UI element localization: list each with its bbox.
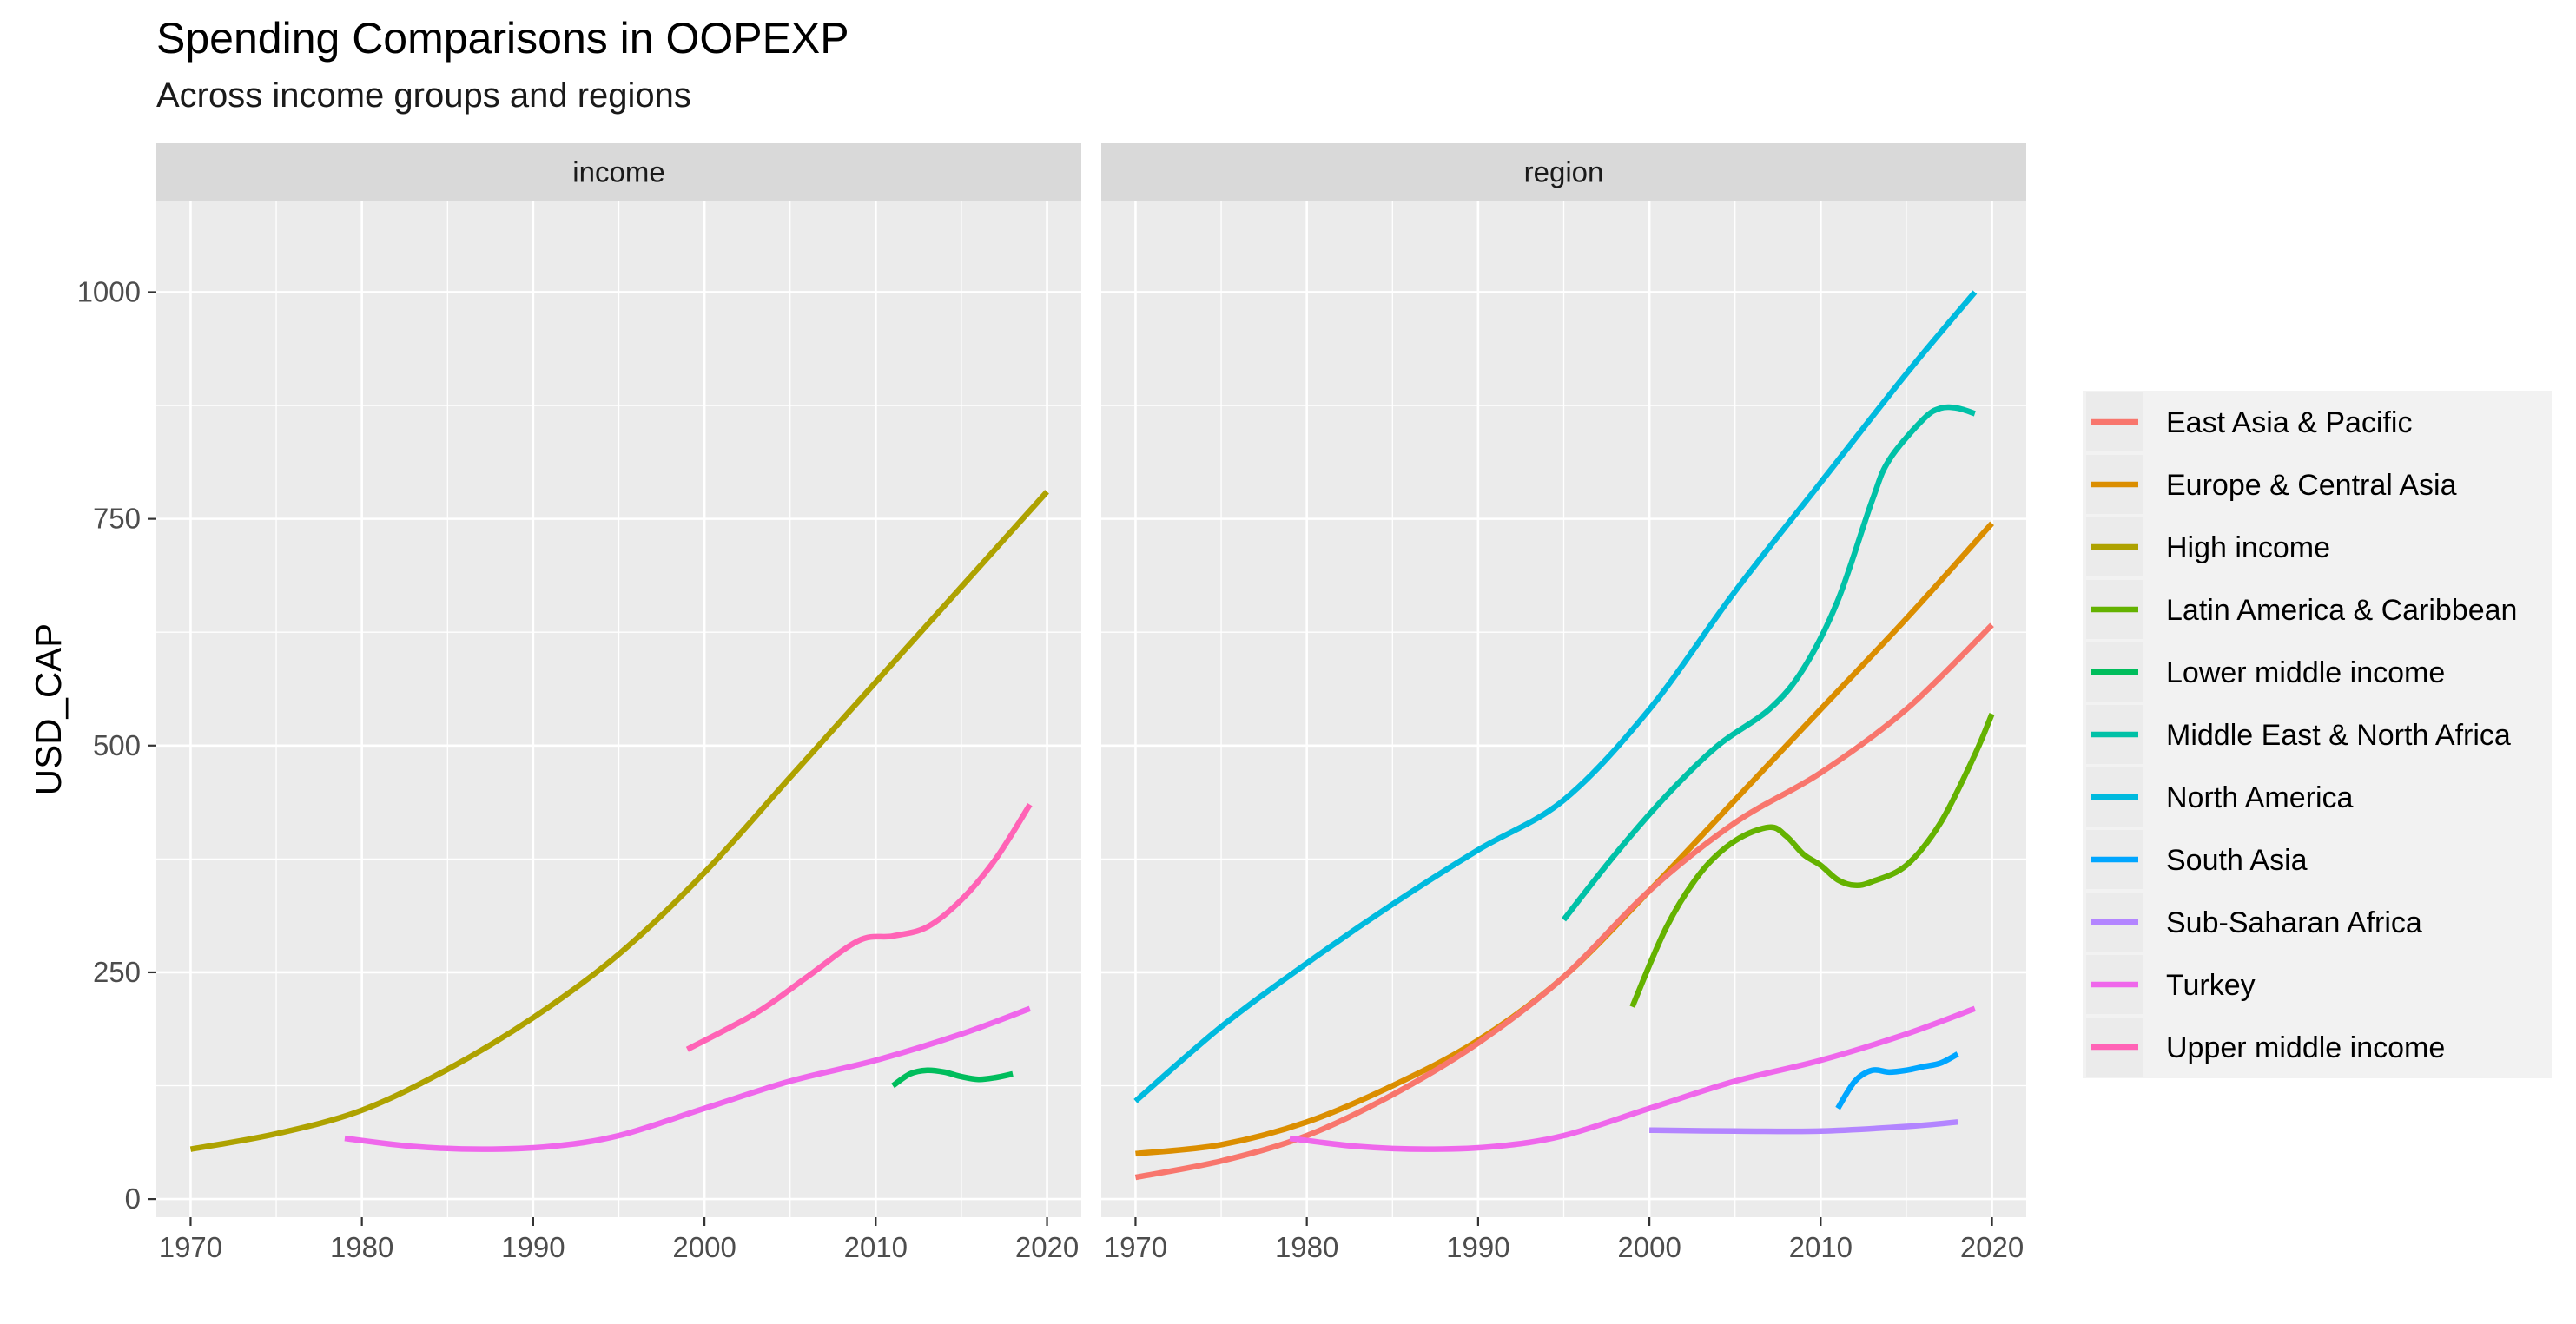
series-line-turkey bbox=[344, 1005, 1031, 1152]
legend: East Asia & Pacific Europe & Central Asia… bbox=[2083, 391, 2552, 1078]
y-axis-title: USD_CAP bbox=[28, 623, 69, 795]
x-tick-label: 2000 bbox=[1617, 1231, 1681, 1263]
x-tick-label: 2010 bbox=[1789, 1231, 1853, 1263]
facet-strip bbox=[1101, 143, 2026, 201]
legend-item-europe-central-asia: Europe & Central Asia bbox=[2086, 455, 2457, 514]
facet-strip bbox=[156, 143, 1081, 201]
legend-item-upper-middle-income: Upper middle income bbox=[2086, 1018, 2445, 1077]
chart-title: Spending Comparisons in OOPEXP bbox=[156, 14, 849, 63]
legend-item-north-america: North America bbox=[2086, 767, 2353, 827]
y-tick-label: 0 bbox=[125, 1182, 141, 1215]
x-tick-label: 1970 bbox=[159, 1231, 222, 1263]
series-line-east-asia-pacific bbox=[1134, 622, 1994, 1181]
series-line-north-america bbox=[1133, 290, 1978, 1103]
y-tick-label: 750 bbox=[93, 503, 141, 535]
legend-label: Sub-Saharan Africa bbox=[2166, 906, 2422, 939]
x-tick-label: 2020 bbox=[1960, 1231, 2024, 1263]
series-line-lower-middle-income bbox=[891, 1067, 1014, 1089]
legend-label: South Asia bbox=[2166, 844, 2308, 877]
y-tick-label: 500 bbox=[93, 729, 141, 761]
legend-label: Latin America & Caribbean bbox=[2166, 594, 2517, 627]
legend-item-east-asia-pacific: East Asia & Pacific bbox=[2086, 392, 2412, 451]
x-tick-label: 1990 bbox=[501, 1231, 565, 1263]
legend-item-south-asia: South Asia bbox=[2086, 830, 2308, 889]
legend-label: Europe & Central Asia bbox=[2166, 469, 2457, 502]
legend-label: Turkey bbox=[2166, 969, 2256, 1002]
facet-strip-label: region bbox=[1524, 156, 1604, 188]
legend-item-sub-saharan-africa: Sub-Saharan Africa bbox=[2086, 893, 2422, 952]
facet-panel-income: income 1970 1980 1990 2000 2010 2020 0 250 500 750… bbox=[77, 143, 1081, 1263]
series-line-south-asia bbox=[1835, 1051, 1959, 1110]
y-tick-label: 250 bbox=[93, 956, 141, 988]
legend-item-middle-east-north-africa: Middle East & North Africa bbox=[2086, 705, 2511, 764]
facet-panel-region: region 1970 1980 1990 2000 2010 2020 bbox=[1101, 143, 2026, 1263]
series-line-sub-saharan-africa bbox=[1649, 1119, 1958, 1135]
legend-item-high-income: High income bbox=[2086, 517, 2330, 576]
x-tick-label: 2020 bbox=[1015, 1231, 1079, 1263]
series-line-turkey bbox=[1289, 1005, 1976, 1152]
legend-item-turkey: Turkey bbox=[2086, 955, 2256, 1014]
x-tick-label: 1970 bbox=[1104, 1231, 1167, 1263]
x-tick-label: 2010 bbox=[844, 1231, 908, 1263]
legend-background bbox=[2083, 391, 2552, 1078]
y-tick-label: 1000 bbox=[77, 275, 141, 307]
legend-label: Lower middle income bbox=[2166, 656, 2445, 689]
legend-label: North America bbox=[2166, 781, 2353, 814]
legend-label: Upper middle income bbox=[2166, 1031, 2445, 1064]
series-line-latin-america-caribbean bbox=[1629, 712, 1995, 1008]
legend-label: High income bbox=[2166, 531, 2330, 564]
facet-strip-label: income bbox=[572, 156, 664, 188]
series-line-high-income bbox=[189, 490, 1049, 1152]
x-tick-label: 1980 bbox=[1275, 1231, 1338, 1263]
series-line-upper-middle-income bbox=[685, 802, 1033, 1052]
x-tick-label: 1990 bbox=[1446, 1231, 1509, 1263]
x-tick-label: 1980 bbox=[330, 1231, 393, 1263]
facet-panels: income 1970 1980 1990 2000 2010 2020 0 250 500 750… bbox=[77, 143, 2026, 1263]
legend-item-lower-middle-income: Lower middle income bbox=[2086, 642, 2445, 702]
legend-label: East Asia & Pacific bbox=[2166, 406, 2412, 439]
legend-item-latin-america-caribbean: Latin America & Caribbean bbox=[2086, 580, 2517, 639]
series-line-middle-east-north-africa bbox=[1561, 404, 1976, 922]
chart-subtitle: Across income groups and regions bbox=[156, 76, 691, 115]
legend-label: Middle East & North Africa bbox=[2166, 719, 2511, 752]
x-tick-label: 2000 bbox=[672, 1231, 736, 1263]
